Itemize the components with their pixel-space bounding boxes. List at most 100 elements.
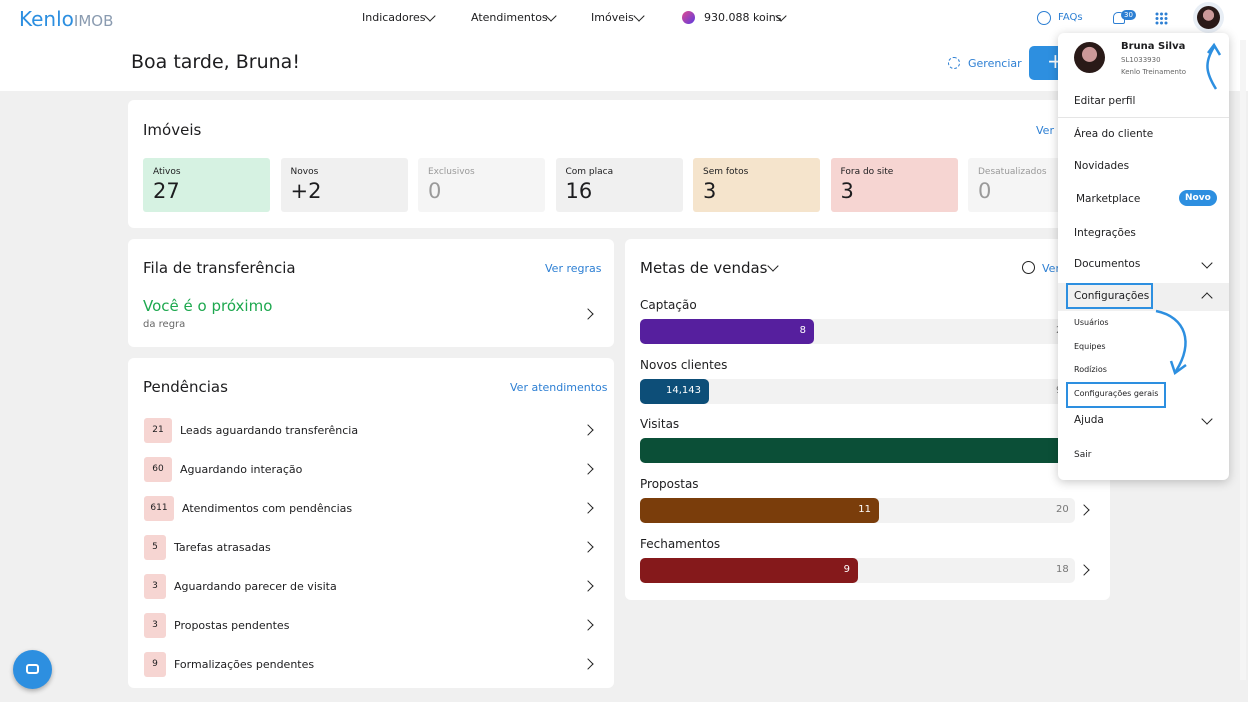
faqs[interactable]: FAQs [1058,12,1083,23]
active-row [1058,283,1229,311]
menu-item[interactable]: Editar perfil [1074,95,1136,107]
bar-fill: 14,143 [640,378,709,404]
count-badge: 5 [144,535,166,560]
highlight-box [1066,382,1166,408]
menu-item[interactable]: Documentos [1074,258,1141,270]
submenu-item[interactable]: Equipes [1074,342,1106,351]
stat-label: Exclusivos [428,167,475,177]
menu-item[interactable]: Área do cliente [1074,128,1154,140]
bar-value: 14,143 [666,384,701,396]
goal-name: Captação [640,298,697,312]
user-name: Bruna Silva [1121,41,1186,52]
scrollbar [1240,40,1246,680]
logo-text: Kenlo [19,7,74,31]
card-title: Fila de transferência [143,259,296,277]
bar-fill: 11 [640,498,879,524]
user-menu: Bruna Silva SL1033930 Kenlo Treinamento … [1058,33,1229,480]
count-badge: 3 [144,574,166,599]
separator [1058,117,1229,118]
info-icon [1022,261,1035,274]
stat-value: +2 [290,179,322,203]
stat-label: Sem fotos [703,167,749,177]
avatar [1074,42,1105,73]
fila-sub: da regra [143,319,186,330]
greeting: Boa tarde, Bruna! [131,51,300,73]
nav-menu[interactable]: Imóveis [591,11,634,24]
bar-track [640,378,1075,404]
stat-tile[interactable]: Ativos 27 [143,158,270,212]
pending-label: Propostas pendentes [174,619,290,632]
fila-status: Você é o próximo [143,297,273,315]
koins-icon [682,11,695,24]
fila-card [128,239,614,347]
pendencias-card [128,358,614,688]
annotation-arrows [1155,42,1222,376]
new-badge: Novo [1179,190,1217,206]
link[interactable]: Ver regras [545,262,602,275]
bar-target: 18 [1056,563,1069,575]
stat-value: 3 [703,179,717,203]
bar-fill [640,438,1075,464]
bar-fill: 8 [640,319,814,344]
bar-value: 11 [858,504,871,516]
stat-label: Ativos [153,167,181,177]
stat-value: 27 [153,179,180,203]
pending-label: Leads aguardando transferência [180,424,359,437]
manage[interactable]: Gerenciar [968,57,1022,70]
submenu-item[interactable]: Rodízios [1074,365,1107,374]
stat-tile[interactable]: Sem fotos 3 [693,158,820,212]
count-badge: 611 [144,496,174,521]
bar-fill: 9 [640,557,858,583]
faq-icon [1037,11,1051,25]
logo[interactable]: KenloIMOB [19,7,113,31]
link[interactable]: Ver [1042,262,1060,275]
stat-tile[interactable]: Novos +2 [280,158,408,212]
card-title: Pendências [143,378,228,396]
gear-icon [948,57,960,69]
stat-tile[interactable]: Fora do site 3 [830,158,958,212]
menu-item[interactable]: Marketplace [1076,193,1141,205]
notification-badge: 30 [1121,10,1136,20]
link[interactable]: Ver atendimentos [510,381,608,394]
goal-name: Novos clientes [640,357,728,372]
pending-label: Formalizações pendentes [174,658,315,671]
count-badge: 3 [144,613,166,638]
pending-label: Tarefas atrasadas [174,541,271,554]
stat-tile[interactable]: Com placa 16 [555,158,683,212]
highlight-box [1066,283,1153,309]
menu-item[interactable]: Sair [1074,450,1092,460]
pending-label: Aguardando parecer de visita [174,580,337,593]
submenu-item[interactable]: Configurações gerais [1074,389,1159,398]
submenu-item[interactable]: Usuários [1074,318,1109,327]
goal-name: Propostas [640,477,699,492]
link[interactable]: Ver i [1036,124,1061,137]
bar-target: 20 [1056,504,1069,516]
metas-card [625,239,1110,600]
koins[interactable]: 930.088 koins [704,11,782,24]
menu-item[interactable]: Novidades [1074,160,1130,172]
chat-button[interactable] [13,650,52,689]
pending-label: Atendimentos com pendências [182,502,353,515]
count-badge: 21 [144,418,172,443]
company: Kenlo Treinamento [1121,68,1186,76]
card-title: Metas de vendas [640,259,768,277]
nav-menu[interactable]: Atendimentos [471,11,548,24]
user-id: SL1033930 [1121,56,1161,64]
pending-label: Aguardando interação [180,463,303,476]
stat-tile[interactable]: Exclusivos 0 [418,158,545,212]
menu-item[interactable]: Integrações [1074,227,1136,239]
nav-menu[interactable]: Indicadores [362,11,426,24]
apps-icon[interactable] [1155,12,1168,25]
stat-label: Desatualizados [978,167,1047,177]
menu-item[interactable]: Ajuda [1074,414,1104,426]
bar-value: 8 [799,325,806,336]
count-badge: 60 [144,457,172,482]
avatar[interactable] [1197,6,1220,29]
count-badge: 9 [144,652,166,677]
stat-value: 3 [840,179,854,203]
stat-label: Fora do site [840,167,894,177]
goal-name: Visitas [640,417,680,432]
stat-label: Com placa [565,167,614,177]
menu-item[interactable]: Configurações [1074,290,1150,302]
